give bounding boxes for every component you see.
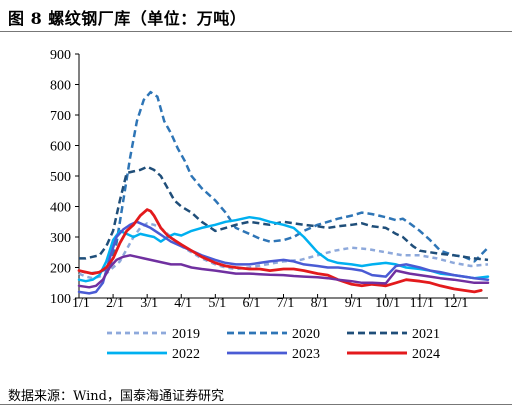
x-tick-label: 5/1 [208,296,226,311]
legend-label-2020: 2020 [292,327,320,342]
source-divider [0,404,512,405]
x-axis: 1/1 2/1 3/1 4/1 5/1 6/1 7/1 8/1 9/1 10/1 11/1 12/1 [72,294,488,311]
x-tick-label: 12/1 [443,296,468,311]
y-axis: 100 200 300 400 500 600 700 800 900 [50,48,80,307]
y-tick-label: 600 [50,140,71,155]
title-divider [0,31,512,32]
x-tick-label: 7/1 [277,296,295,311]
y-tick-label: 700 [50,109,71,124]
y-tick-label: 300 [50,231,71,246]
x-tick-label: 6/1 [242,296,260,311]
legend-label-2019: 2019 [172,327,200,342]
x-tick-label: 10/1 [375,296,400,311]
y-tick-label: 800 [50,79,71,94]
x-tick-label: 4/1 [174,296,192,311]
x-tick-label: 8/1 [311,296,329,311]
series-line-2022 [77,215,490,283]
x-tick-label: 1/1 [72,296,90,311]
y-tick-label: 100 [50,292,71,307]
legend-label-2021: 2021 [412,327,440,342]
figure-title: 图 8 螺纹钢厂库（单位：万吨） [8,9,247,28]
y-tick-label: 200 [50,262,71,277]
legend-label-2022: 2022 [172,347,200,362]
x-tick-label: 9/1 [345,296,363,311]
series-layer [77,90,490,295]
y-tick-label: 400 [50,201,71,216]
line-chart: 100 200 300 400 500 600 700 800 900 1/1 2/1 3/1 4/1… [50,48,490,362]
series-line-2024 [77,208,483,294]
series-line-2020 [78,90,489,275]
x-tick-label: 2/1 [106,296,124,311]
source-note: 数据来源：Wind，国泰海通证券研究 [8,389,224,404]
series-line-unlabeled [77,254,490,289]
x-tick-label: 3/1 [140,296,158,311]
legend-label-2023: 2023 [292,347,320,362]
legend-label-2024: 2024 [412,347,440,362]
series-line-2023 [77,220,490,295]
x-tick-label: 11/1 [410,296,434,311]
y-tick-label: 900 [50,48,71,63]
chart-legend: 2019 2020 2021 2022 2023 2024 [107,327,440,362]
series-line-2021 [79,165,489,262]
y-tick-label: 500 [50,170,71,185]
series-line-2019 [78,222,489,280]
